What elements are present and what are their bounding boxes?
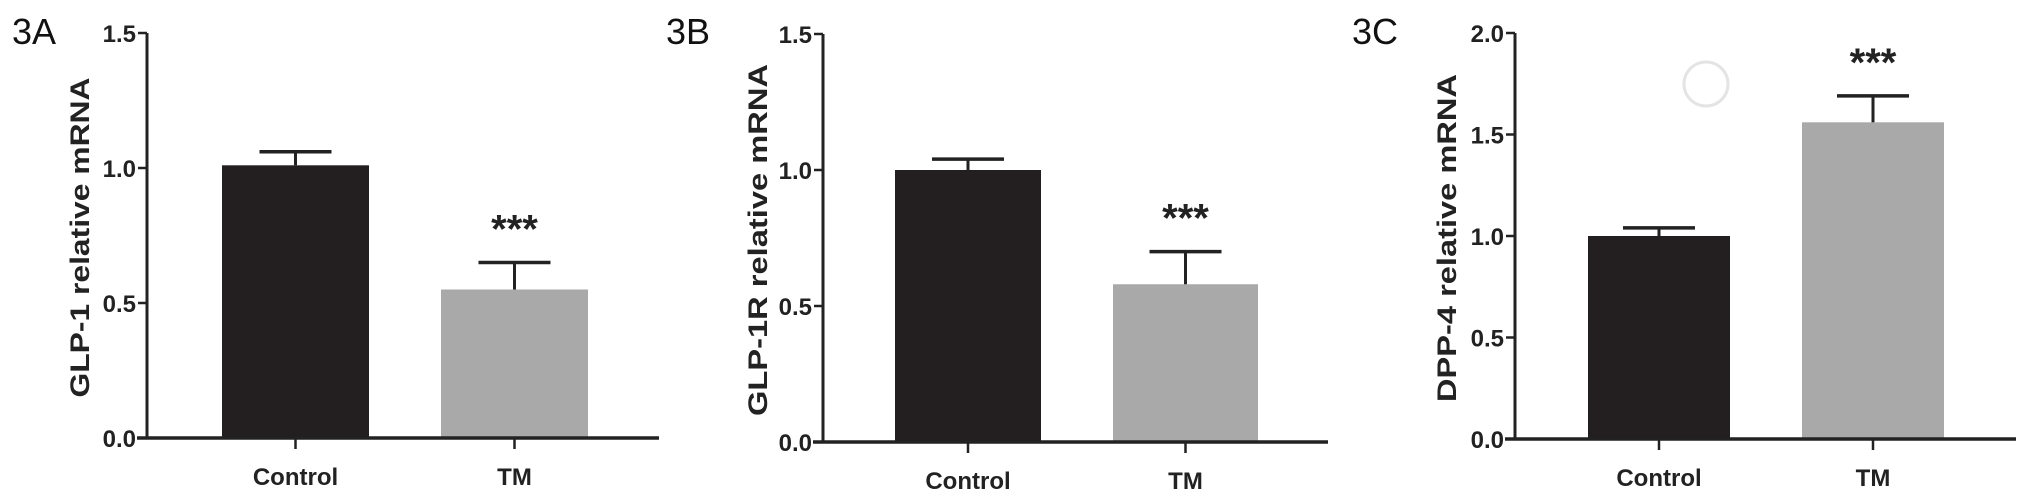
y-tick-label: 0.5 [779, 294, 812, 321]
bar-tm [1802, 122, 1944, 439]
y-tick-label: 1.0 [1471, 224, 1504, 251]
bar-tm [1113, 284, 1258, 442]
y-tick-label: 1.5 [1471, 123, 1504, 150]
y-tick-label: 1.5 [779, 22, 812, 49]
y-tick-label: 1.0 [779, 158, 812, 185]
y-tick-label: 0.0 [779, 430, 812, 457]
y-tick-label: 2.0 [1471, 21, 1504, 48]
y-axis-title: GLP-1 relative mRNA [65, 78, 95, 398]
y-axis-title: DPP-4 relative mRNA [1432, 74, 1462, 402]
y-tick-label: 0.0 [1471, 427, 1504, 454]
watermark-seal-icon [1682, 60, 1730, 108]
x-tick-label: TM [1856, 465, 1891, 492]
x-tick-label: Control [253, 464, 338, 491]
y-tick-label: 0.5 [103, 291, 136, 318]
y-tick-label: 0.5 [1471, 326, 1504, 353]
x-tick-label: Control [925, 468, 1010, 495]
panel-label: 3B [666, 11, 710, 52]
y-axis-title: GLP-1R relative mRNA [743, 64, 773, 416]
bar-control [895, 170, 1041, 442]
x-tick-label: TM [1168, 468, 1203, 495]
significance-marker: *** [1162, 197, 1209, 241]
x-tick-label: Control [1616, 465, 1701, 492]
bar-control [1588, 236, 1730, 439]
bar-tm [441, 289, 588, 438]
panel-label: 3C [1352, 11, 1398, 52]
x-tick-label: TM [497, 464, 532, 491]
y-tick-label: 1.0 [103, 156, 136, 183]
y-tick-label: 0.0 [103, 426, 136, 453]
y-tick-label: 1.5 [103, 21, 136, 48]
significance-marker: *** [491, 208, 538, 252]
significance-marker: *** [1850, 41, 1897, 85]
panel-label: 3A [12, 11, 56, 52]
bar-control [222, 165, 369, 439]
